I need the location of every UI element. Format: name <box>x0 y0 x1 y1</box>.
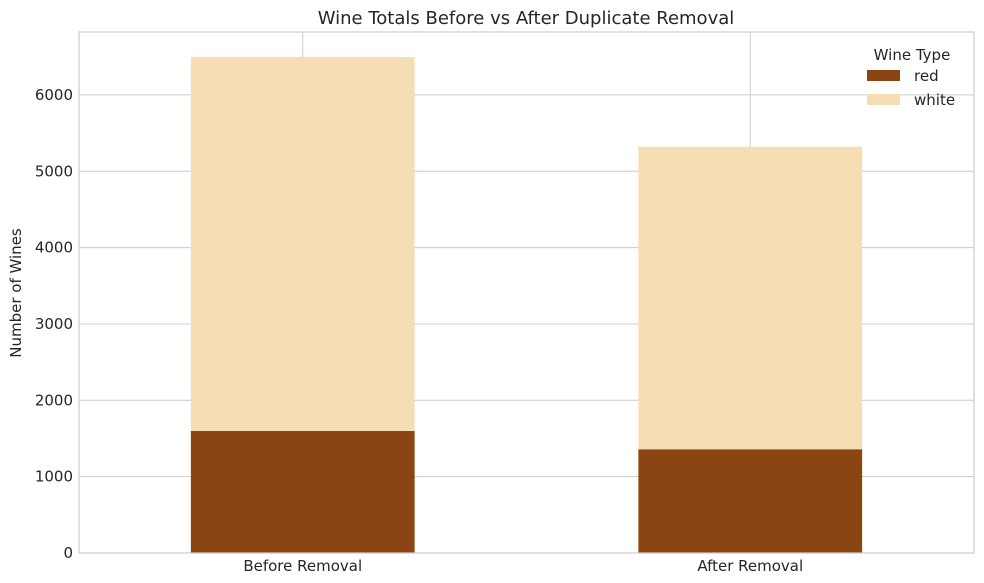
y-tick-label-2: 2000 <box>35 391 73 409</box>
y-tick-label-1: 1000 <box>35 468 73 486</box>
bars <box>190 56 863 553</box>
legend-swatch-white <box>867 94 900 105</box>
legend-label-red: red <box>914 67 939 85</box>
bar-white-0 <box>190 56 415 431</box>
bar-white-1 <box>638 146 863 450</box>
plot-frame <box>78 31 975 554</box>
chart-title: Wine Totals Before vs After Duplicate Re… <box>318 8 735 29</box>
y-axis-ticks: 0 1000 2000 3000 4000 5000 6000 <box>35 86 73 562</box>
x-axis-ticks: Before Removal After Removal <box>243 557 803 575</box>
y-tick-label-5: 5000 <box>35 162 73 180</box>
legend-label-white: white <box>914 91 955 109</box>
legend-swatch-red <box>867 70 900 81</box>
legend: Wine Type red white <box>867 46 955 109</box>
x-tick-label-0: Before Removal <box>243 557 362 575</box>
x-tick-label-1: After Removal <box>697 557 803 575</box>
y-tick-label-0: 0 <box>63 544 73 562</box>
bar-red-0 <box>190 430 415 553</box>
y-axis-label: Number of Wines <box>7 228 25 358</box>
y-tick-label-6: 6000 <box>35 86 73 104</box>
bar-red-1 <box>638 449 863 553</box>
y-tick-label-3: 3000 <box>35 315 73 333</box>
y-tick-label-4: 4000 <box>35 239 73 257</box>
legend-title: Wine Type <box>874 46 951 64</box>
